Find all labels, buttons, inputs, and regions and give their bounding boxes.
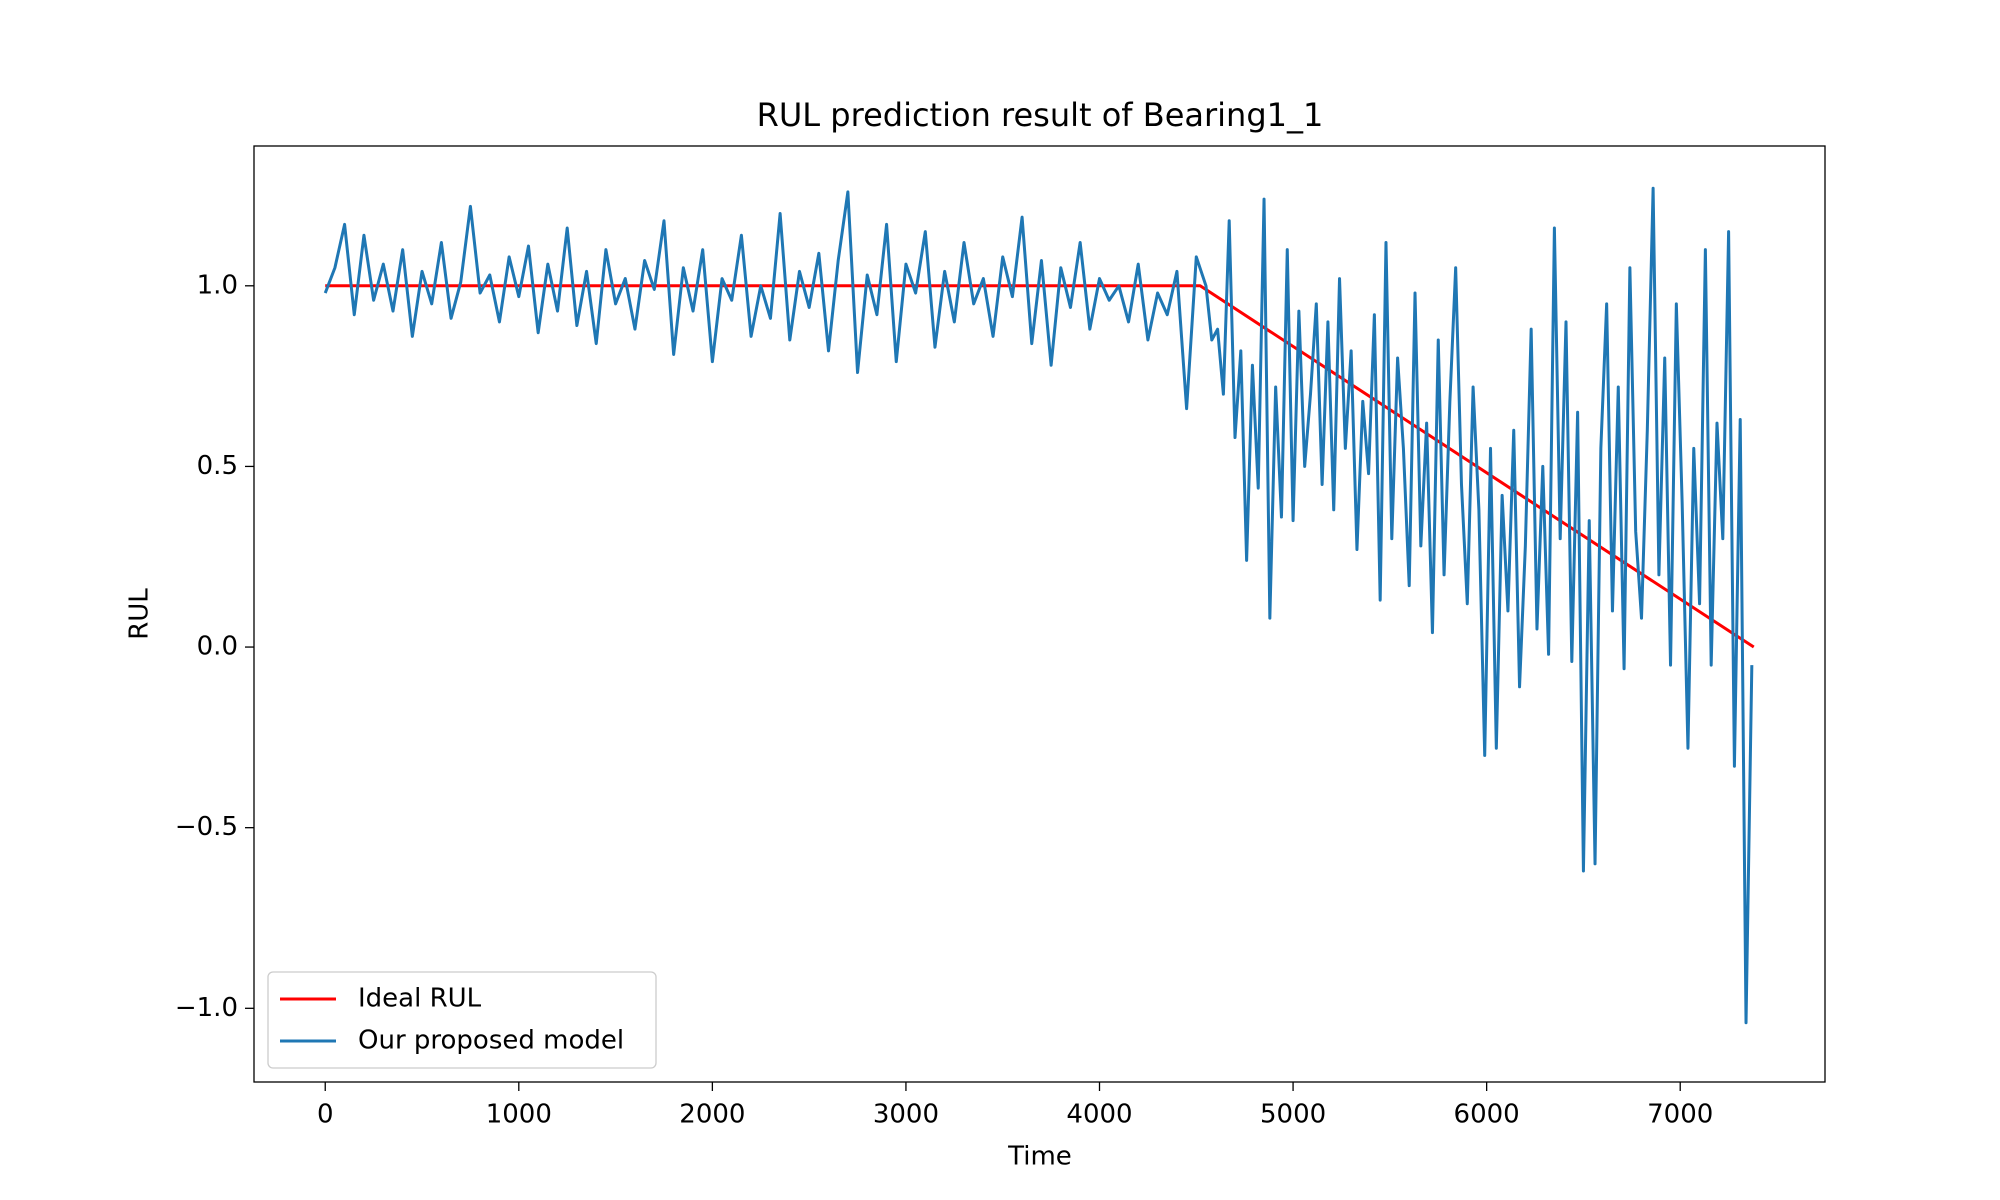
x-axis-label: Time bbox=[1007, 1142, 1072, 1172]
x-tick-label: 4000 bbox=[1066, 1100, 1132, 1130]
y-tick-label: −0.5 bbox=[175, 812, 238, 842]
x-tick-label: 0 bbox=[317, 1100, 334, 1130]
chart-title: RUL prediction result of Bearing1_1 bbox=[757, 96, 1324, 134]
data-line bbox=[323, 186, 1754, 1025]
x-tick-label: 1000 bbox=[486, 1100, 552, 1130]
x-tick-label: 6000 bbox=[1454, 1100, 1520, 1130]
x-tick-label: 7000 bbox=[1647, 1100, 1713, 1130]
plot-frame bbox=[253, 145, 1826, 1083]
legend-label: Our proposed model bbox=[358, 1026, 624, 1056]
y-axis-label: RUL bbox=[125, 588, 155, 640]
y-tick-label: 0.5 bbox=[197, 451, 238, 481]
x-tick-label: 5000 bbox=[1260, 1100, 1326, 1130]
x-tick-label: 3000 bbox=[873, 1100, 939, 1130]
y-tick-label: 1.0 bbox=[197, 270, 238, 300]
legend-label: Ideal RUL bbox=[358, 984, 482, 1014]
legend-box bbox=[267, 971, 657, 1069]
y-tick-label: −1.0 bbox=[175, 993, 238, 1023]
y-tick-label: 0.0 bbox=[197, 632, 238, 662]
x-tick-label: 2000 bbox=[679, 1100, 745, 1130]
